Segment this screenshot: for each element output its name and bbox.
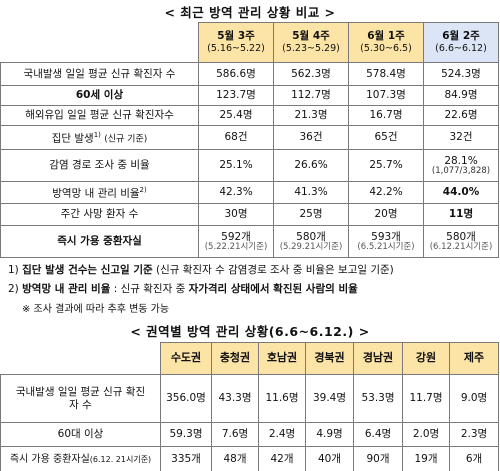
table-cell: 42.3% [198, 181, 274, 204]
table-cell: 59.3명 [160, 422, 212, 447]
table-cell: 6.4명 [353, 422, 403, 447]
row-label: 즉시 가용 중환자실(6.12. 21시기준) [0, 446, 161, 471]
row-label: 주간 사망 환자 수 [0, 203, 199, 226]
table-cell: 123.7명 [198, 85, 274, 106]
column-header: 호남권 [258, 342, 306, 375]
table2-header-row: 수도권 충청권 호남권 경북권 경남권 강원 제주 [0, 342, 499, 375]
table-cell: 30명 [198, 203, 274, 226]
table-cell: 65건 [348, 125, 424, 150]
table-cell: 42개 [258, 446, 306, 471]
row-label: 60세 이상 [0, 85, 199, 106]
table-cell: 25명 [273, 203, 349, 226]
table-row: 감염 경로 조사 중 비율 25.1% 26.6% 25.7% 28.1% (1,… [0, 149, 499, 182]
table-cell: 48개 [211, 446, 259, 471]
row-label: 국내발생 일일 평균 신규 확진자 수 [0, 374, 161, 423]
table-cell: 25.7% [348, 149, 424, 182]
table-cell: 26.6% [273, 149, 349, 182]
row-label: 감염 경로 조사 중 비율 [0, 149, 199, 182]
table-cell: 592개 (5.22.21시기준) [198, 225, 274, 258]
table-cell: 11.7명 [402, 374, 450, 423]
table-cell: 43.3명 [211, 374, 259, 423]
table1-corner [0, 22, 199, 63]
table-row: 국내발생 일일 평균 신규 확진자 수 586.6명 562.3명 578.4명… [0, 62, 499, 86]
column-header: 5월 3주 (5.16~5.22) [198, 22, 274, 63]
table-row: 즉시 가용 중환자실 592개 (5.22.21시기준) 580개 (5.29.21… [0, 225, 499, 258]
table-row: 60세 이상 123.7명 112.7명 107.3명 84.9명 [0, 85, 499, 106]
table-cell: 53.3명 [353, 374, 403, 423]
table-cell: 25.4명 [198, 105, 274, 126]
table-cell: 9.0명 [449, 374, 499, 423]
row-label: 60대 이상 [0, 422, 161, 447]
table-cell: 107.3명 [348, 85, 424, 106]
table-cell: 2.3명 [449, 422, 499, 447]
table-cell: 356.0명 [160, 374, 212, 423]
table-cell: 524.3명 [423, 62, 499, 86]
table-cell: 40개 [305, 446, 354, 471]
table-cell: 586.6명 [198, 62, 274, 86]
table1-title: < 최근 방역 관리 상황 비교 > [164, 5, 336, 20]
row-label: 방역망 내 관리 비율2) [0, 181, 199, 204]
table-cell: 41.3% [273, 181, 349, 204]
row-label: 국내발생 일일 평균 신규 확진자 수 [0, 62, 199, 86]
table-row: 해외유입 일일 평균 신규 확진자수 25.4명 21.3명 16.7명 22.… [0, 105, 499, 126]
table-cell: 578.4명 [348, 62, 424, 86]
table-cell: 562.3명 [273, 62, 349, 86]
column-header: 충청권 [211, 342, 259, 375]
footnote-1: 1) 집단 발생 건수는 신고일 기준 (신규 확진자 수 감염경로 조사 중 … [8, 264, 394, 276]
table-cell: 593개 (6.5.21시기준) [348, 225, 424, 258]
table2-title: < 권역별 방역 관리 상황(6.6~6.12.) > [130, 324, 370, 339]
table-cell: 44.0% [423, 181, 499, 204]
table-cell: 6개 [449, 446, 499, 471]
row-label: 해외유입 일일 평균 신규 확진자수 [0, 105, 199, 126]
table-row: 집단 발생1) (신규 기준) 68건 36건 65건 32건 [0, 125, 499, 150]
table-row: 국내발생 일일 평균 신규 확진자 수 356.0명 43.3명 11.6명 3… [0, 374, 499, 423]
column-header: 6월 1주 (5.30~6.5) [348, 22, 424, 63]
row-label: 즉시 가용 중환자실 [0, 225, 199, 258]
column-header: 경북권 [305, 342, 354, 375]
table1-header-row: 5월 3주 (5.16~5.22) 5월 4주 (5.23~5.29) 6월 1주(… [0, 22, 499, 63]
table-cell: 84.9명 [423, 85, 499, 106]
table-cell: 32건 [423, 125, 499, 150]
table-cell: 42.2% [348, 181, 424, 204]
table-cell: 580개 (5.29.21시기준) [273, 225, 349, 258]
table-cell: 11명 [423, 203, 499, 226]
table-cell: 25.1% [198, 149, 274, 182]
table-cell: 335개 [160, 446, 212, 471]
table-cell: 68건 [198, 125, 274, 150]
column-header: 강원 [402, 342, 450, 375]
regional-status-table: 수도권 충청권 호남권 경북권 경남권 강원 제주 국내발생 일일 평균 신규 … [0, 342, 499, 471]
table-cell: 39.4명 [305, 374, 354, 423]
table-row: 방역망 내 관리 비율2) 42.3% 41.3% 42.2% 44.0% [0, 181, 499, 204]
table-row: 주간 사망 환자 수 30명 25명 20명 11명 [0, 203, 499, 226]
table2-corner [0, 342, 161, 375]
table-cell: 28.1% (1,077/3,828) [423, 149, 499, 182]
table-cell: 112.7명 [273, 85, 349, 106]
table-cell: 20명 [348, 203, 424, 226]
table-row: 즉시 가용 중환자실(6.12. 21시기준) 335개 48개 42개 40개… [0, 446, 499, 471]
recent-status-table: 5월 3주 (5.16~5.22) 5월 4주 (5.23~5.29) 6월 1주(… [0, 22, 499, 258]
table-cell: 22.6명 [423, 105, 499, 126]
column-header: 5월 4주 (5.23~5.29) [273, 22, 349, 63]
table-cell: 90개 [353, 446, 403, 471]
table-cell: 19개 [402, 446, 450, 471]
table-cell: 2.0명 [402, 422, 450, 447]
table-row: 60대 이상 59.3명 7.6명 2.4명 4.9명 6.4명 2.0명 2.… [0, 422, 499, 447]
column-header: 수도권 [160, 342, 212, 375]
table-cell: 16.7명 [348, 105, 424, 126]
column-header: 6월 2주 (6.6~6.12) [423, 22, 499, 63]
row-label: 집단 발생1) (신규 기준) [0, 125, 199, 150]
column-header: 경남권 [353, 342, 403, 375]
table-cell: 580개 (6.12.21시기준) [423, 225, 499, 258]
table-cell: 36건 [273, 125, 349, 150]
footnote-2: 2) 방역망 내 관리 비율 : 신규 확진자 중 자가격리 상태에서 확진된 … [8, 283, 358, 295]
table-cell: 2.4명 [258, 422, 306, 447]
column-header: 제주 [449, 342, 499, 375]
table-cell: 11.6명 [258, 374, 306, 423]
table-cell: 7.6명 [211, 422, 259, 447]
table-cell: 4.9명 [305, 422, 354, 447]
table-cell: 21.3명 [273, 105, 349, 126]
footnote-3: ※ 조사 결과에 따라 추후 변동 가능 [22, 304, 170, 315]
